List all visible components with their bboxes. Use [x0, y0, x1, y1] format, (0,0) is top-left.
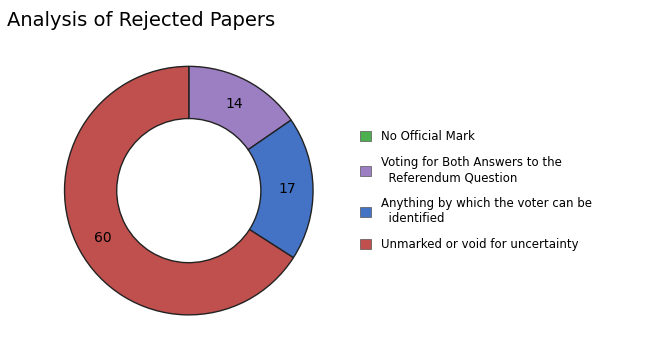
Wedge shape — [64, 66, 294, 315]
Text: 17: 17 — [278, 182, 296, 196]
Wedge shape — [189, 66, 291, 150]
Text: Analysis of Rejected Papers: Analysis of Rejected Papers — [7, 11, 275, 30]
Text: 60: 60 — [94, 231, 111, 245]
Legend: No Official Mark, Voting for Both Answers to the
  Referendum Question, Anything: No Official Mark, Voting for Both Answer… — [359, 130, 592, 251]
Wedge shape — [248, 120, 313, 258]
Text: 14: 14 — [226, 97, 243, 111]
